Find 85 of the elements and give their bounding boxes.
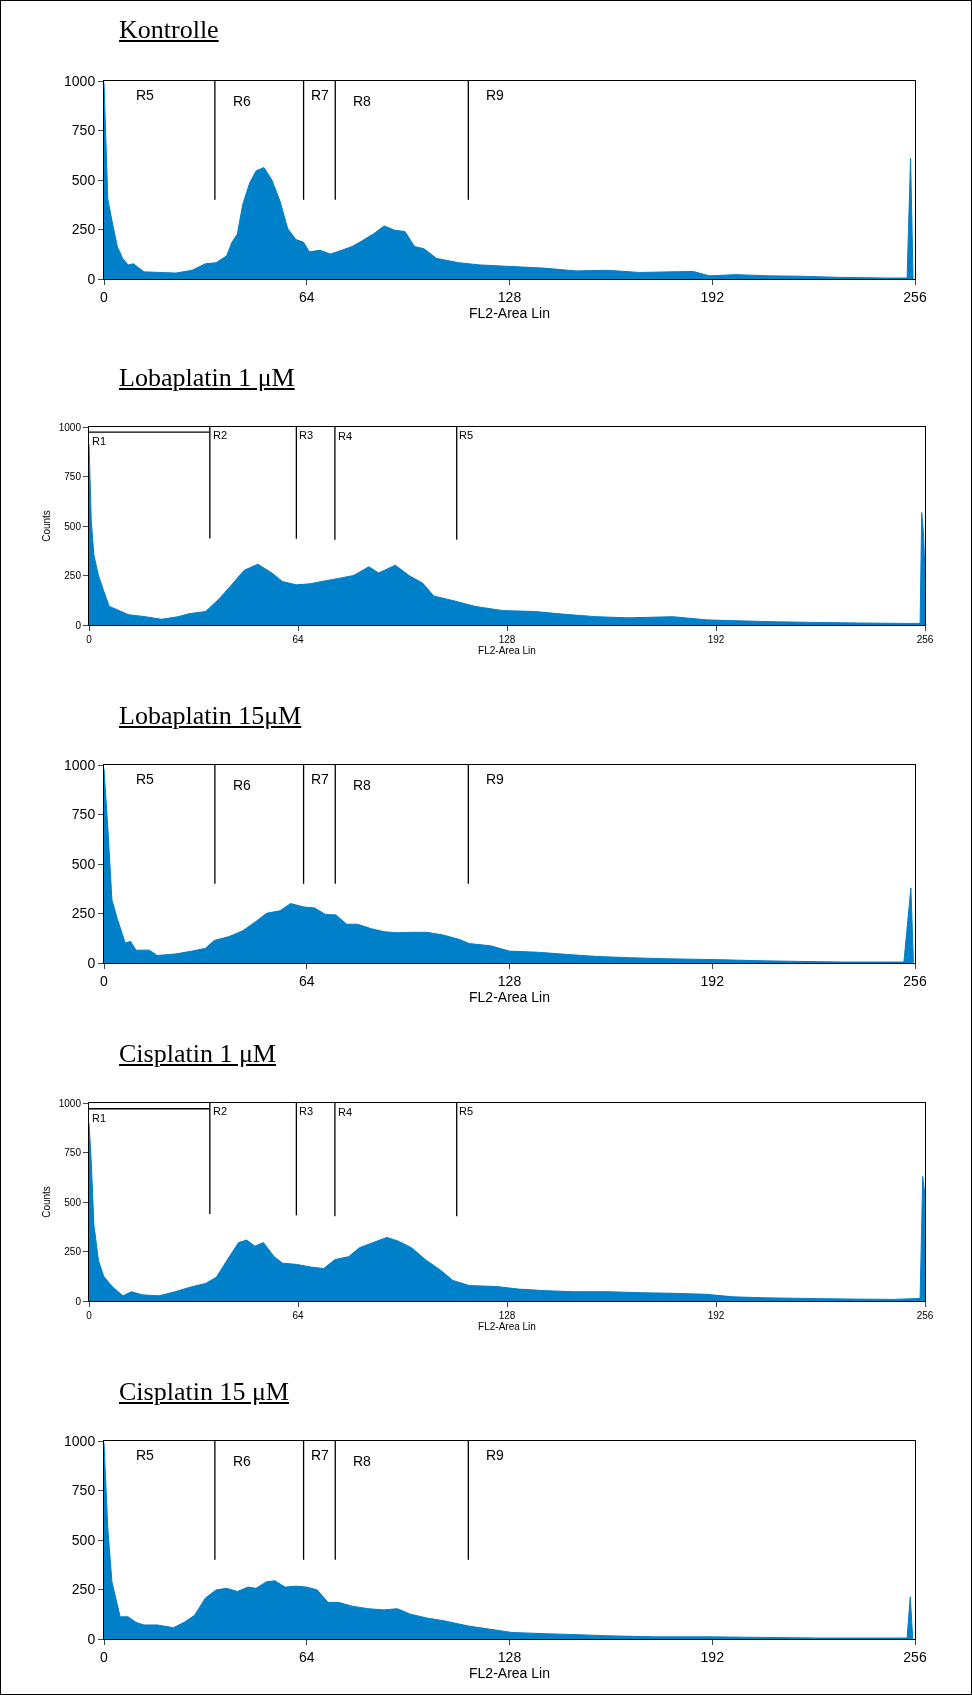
y-tick-label: 0 xyxy=(75,619,82,631)
annotation: R2 xyxy=(213,429,228,441)
y-tick-label: 0 xyxy=(87,1630,96,1647)
y-tick-label: 1000 xyxy=(58,421,82,433)
x-tick-label: 64 xyxy=(292,634,304,645)
y-tick-label: 250 xyxy=(71,905,96,922)
x-tick-label: 256 xyxy=(916,1310,934,1321)
annotation: R5 xyxy=(136,771,155,787)
annotation: R4 xyxy=(338,1106,353,1118)
x-tick-label: 64 xyxy=(298,972,315,989)
y-tick-label: 500 xyxy=(71,1531,96,1548)
y-tick-label: 1000 xyxy=(58,1097,82,1109)
x-tick-label: 64 xyxy=(298,1648,315,1665)
annotation: R8 xyxy=(353,93,372,109)
x-tick-label: 128 xyxy=(497,972,522,989)
y-tick-label: 750 xyxy=(64,1147,82,1158)
x-tick-label: 0 xyxy=(100,288,109,305)
x-tick-label: 256 xyxy=(916,634,934,645)
x-tick-label: 192 xyxy=(707,634,725,645)
x-tick-label: 256 xyxy=(903,1648,927,1665)
x-tick-label: 192 xyxy=(707,1310,725,1321)
annotation: R8 xyxy=(353,1453,372,1469)
chart-title: Kontrolle xyxy=(119,15,219,45)
annotation: R4 xyxy=(338,430,353,442)
x-axis-title: FL2-Area Lin xyxy=(469,988,550,1005)
y-axis-title: Counts xyxy=(40,1186,52,1218)
annotation: R9 xyxy=(486,1447,505,1463)
x-axis-title: FL2-Area Lin xyxy=(469,1664,550,1681)
y-tick-label: 750 xyxy=(64,471,82,482)
annotation: R2 xyxy=(213,1105,228,1117)
annotation: R6 xyxy=(233,1453,252,1469)
x-tick-label: 128 xyxy=(498,634,516,645)
annotation: R6 xyxy=(233,93,252,109)
y-tick-label: 250 xyxy=(64,570,82,581)
annotation: R5 xyxy=(459,429,474,441)
y-tick-label: 1000 xyxy=(64,72,96,89)
y-tick-label: 750 xyxy=(71,1482,96,1499)
chart-title: Lobaplatin 15μM xyxy=(119,701,302,731)
x-tick-label: 256 xyxy=(903,972,927,989)
x-tick-label: 64 xyxy=(292,1310,304,1321)
annotation: R6 xyxy=(233,777,252,793)
y-tick-label: 750 xyxy=(71,122,96,139)
y-tick-label: 0 xyxy=(87,954,96,971)
x-tick-label: 128 xyxy=(498,1310,516,1321)
x-tick-label: 0 xyxy=(100,972,109,989)
annotation: R8 xyxy=(353,777,372,793)
y-tick-label: 0 xyxy=(87,270,96,287)
annotation: R5 xyxy=(136,1447,155,1463)
x-tick-label: 192 xyxy=(700,288,725,305)
annotation: R9 xyxy=(486,771,505,787)
y-tick-label: 500 xyxy=(64,520,82,532)
x-tick-label: 0 xyxy=(100,1648,109,1665)
y-tick-label: 750 xyxy=(71,806,96,823)
annotation: R7 xyxy=(311,87,330,103)
x-tick-label: 64 xyxy=(298,288,315,305)
y-tick-label: 500 xyxy=(71,855,96,872)
annotation: R7 xyxy=(311,1447,330,1463)
y-tick-label: 0 xyxy=(75,1295,82,1307)
y-tick-label: 500 xyxy=(71,171,96,188)
chart-title: Lobaplatin 1 μM xyxy=(119,363,295,393)
x-axis-title: FL2-Area Lin xyxy=(469,304,550,321)
y-tick-label: 250 xyxy=(64,1246,82,1257)
annotation: R1 xyxy=(92,435,107,447)
x-axis-title: FL2-Area Lin xyxy=(478,645,536,656)
annotation: R7 xyxy=(311,771,330,787)
x-tick-label: 128 xyxy=(497,1648,522,1665)
x-axis-title: FL2-Area Lin xyxy=(478,1321,536,1332)
x-tick-label: 192 xyxy=(700,972,725,989)
x-tick-label: 192 xyxy=(700,1648,725,1665)
annotation: R3 xyxy=(299,429,314,441)
annotation: R3 xyxy=(299,1105,314,1117)
y-tick-label: 1000 xyxy=(64,1432,96,1449)
y-tick-label: 500 xyxy=(64,1196,82,1208)
x-tick-label: 128 xyxy=(497,288,522,305)
annotation: R1 xyxy=(92,1112,107,1124)
y-tick-label: 250 xyxy=(71,1581,96,1598)
annotation: R5 xyxy=(459,1105,474,1117)
x-tick-label: 256 xyxy=(903,288,927,305)
y-tick-label: 1000 xyxy=(64,756,96,773)
y-tick-label: 250 xyxy=(71,221,96,238)
annotation: R5 xyxy=(136,87,155,103)
chart-title: Cisplatin 15 μM xyxy=(119,1377,289,1407)
chart-title: Cisplatin 1 μM xyxy=(119,1039,276,1069)
annotation: R9 xyxy=(486,87,505,103)
y-axis-title: Counts xyxy=(40,510,52,542)
